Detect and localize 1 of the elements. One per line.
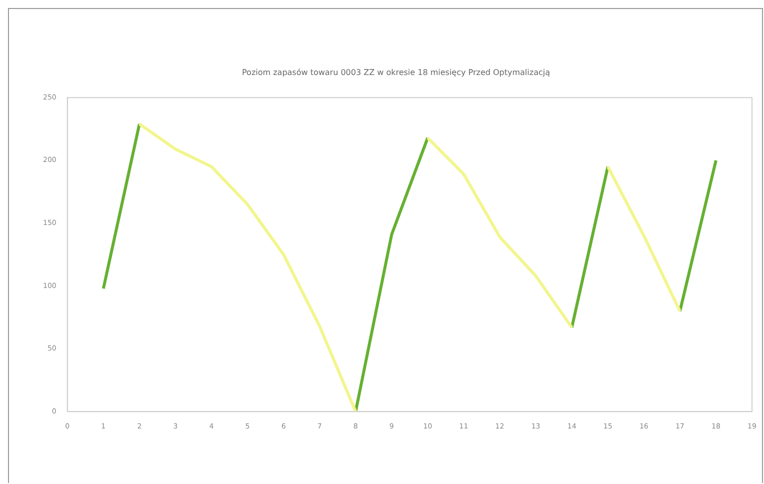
chart-title: Poziom zapasów towaru 0003 ZZ w okresie 18 miesięcy Przed Optymalizacją [242, 68, 550, 77]
